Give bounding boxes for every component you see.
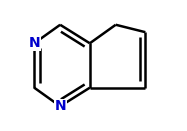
- Text: N: N: [54, 99, 66, 113]
- Text: N: N: [28, 36, 40, 50]
